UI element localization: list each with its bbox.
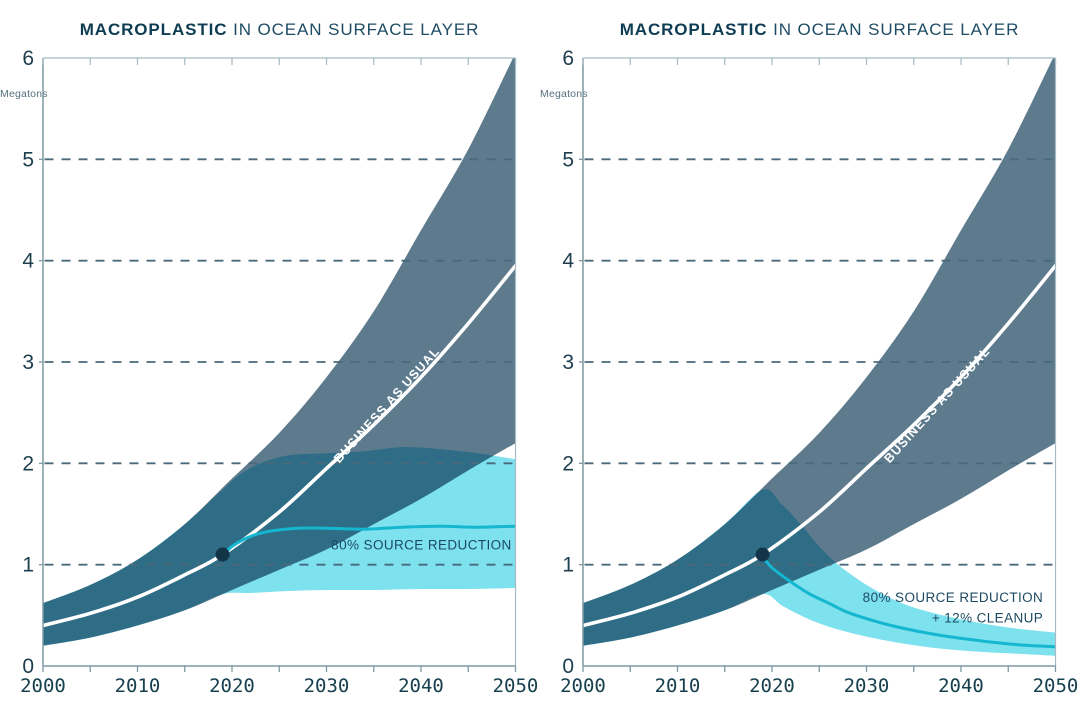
chart-title-right: MACROPLASTIC IN OCEAN SURFACE LAYER (583, 20, 1056, 40)
bands-layer (583, 58, 1056, 656)
x-tick-label-2000: 2000 (20, 675, 66, 697)
y-tick-label-4: 4 (22, 250, 34, 273)
annotation-source-reduction-cleanup-2: + 12% CLEANUP (932, 610, 1043, 625)
x-tick-label-2030: 2030 (304, 675, 350, 697)
plot-left: 2000 2010 2020 2030 2040 20500123456BUSINESS … (20, 47, 539, 697)
lines-layer (43, 263, 516, 628)
chart-title-bold: MACROPLASTIC (619, 20, 768, 39)
y-tick-label-1: 1 (22, 554, 34, 577)
chart-title-bold: MACROPLASTIC (79, 20, 228, 39)
business-as-usual-line (583, 263, 1056, 628)
y-tick-label-0: 0 (22, 655, 34, 678)
y-tick-label-2: 2 (562, 452, 574, 475)
y-tick-label-5: 5 (22, 148, 34, 171)
y-axis-unit-label: Megatons (0, 88, 48, 100)
y-tick-label-1: 1 (562, 554, 574, 577)
y-tick-label-4: 4 (562, 250, 574, 273)
chart-title-rest: IN OCEAN SURFACE LAYER (767, 20, 1020, 39)
source-reduction-line (221, 524, 516, 559)
source-reduction-cleanup-line (761, 555, 1056, 649)
x-tick-label-2020: 2020 (209, 675, 255, 697)
y-tick-label-3: 3 (22, 351, 34, 374)
y-tick-label-5: 5 (562, 148, 574, 171)
y-tick-label-6: 6 (22, 47, 34, 70)
y-tick-label-0: 0 (562, 655, 574, 678)
x-tick-label-2030: 2030 (844, 675, 890, 697)
business-as-usual-line (43, 263, 516, 628)
chart-panel-left: MACROPLASTIC IN OCEAN SURFACE LAYER Mega… (0, 20, 539, 697)
now-marker (215, 547, 230, 562)
chart-title-rest: IN OCEAN SURFACE LAYER (227, 20, 480, 39)
lines-layer (583, 263, 1056, 649)
x-tick-label-2050: 2050 (1033, 675, 1079, 697)
x-tick-label-2040: 2040 (398, 675, 444, 697)
chart-title-left: MACROPLASTIC IN OCEAN SURFACE LAYER (43, 20, 516, 40)
x-tick-label-2000: 2000 (560, 675, 606, 697)
bands-layer (43, 58, 516, 646)
x-tick-label-2050: 2050 (493, 675, 539, 697)
now-marker (755, 547, 770, 562)
annotation-source-reduction: 80% SOURCE REDUCTION (331, 538, 512, 553)
x-tick-label-2020: 2020 (749, 675, 795, 697)
source-reduction-cleanup-band (583, 489, 1056, 656)
y-tick-label-3: 3 (562, 351, 574, 374)
x-tick-label-2010: 2010 (115, 675, 161, 697)
annotation-source-reduction-cleanup-1: 80% SOURCE REDUCTION (863, 590, 1044, 605)
x-tick-label-2040: 2040 (938, 675, 984, 697)
source-reduction-band (43, 447, 516, 646)
chart-panel-right: MACROPLASTIC IN OCEAN SURFACE LAYER Mega… (540, 0, 1080, 720)
x-tick-label-2010: 2010 (655, 675, 701, 697)
y-tick-label-6: 6 (562, 47, 574, 70)
plot-right: 2000 2010 2020 2030 2040 20500123456BUSINESS … (560, 47, 1079, 697)
business-as-usual-band (583, 58, 1056, 646)
y-axis-unit-label: Megatons (540, 88, 588, 100)
y-tick-label-2: 2 (22, 452, 34, 475)
